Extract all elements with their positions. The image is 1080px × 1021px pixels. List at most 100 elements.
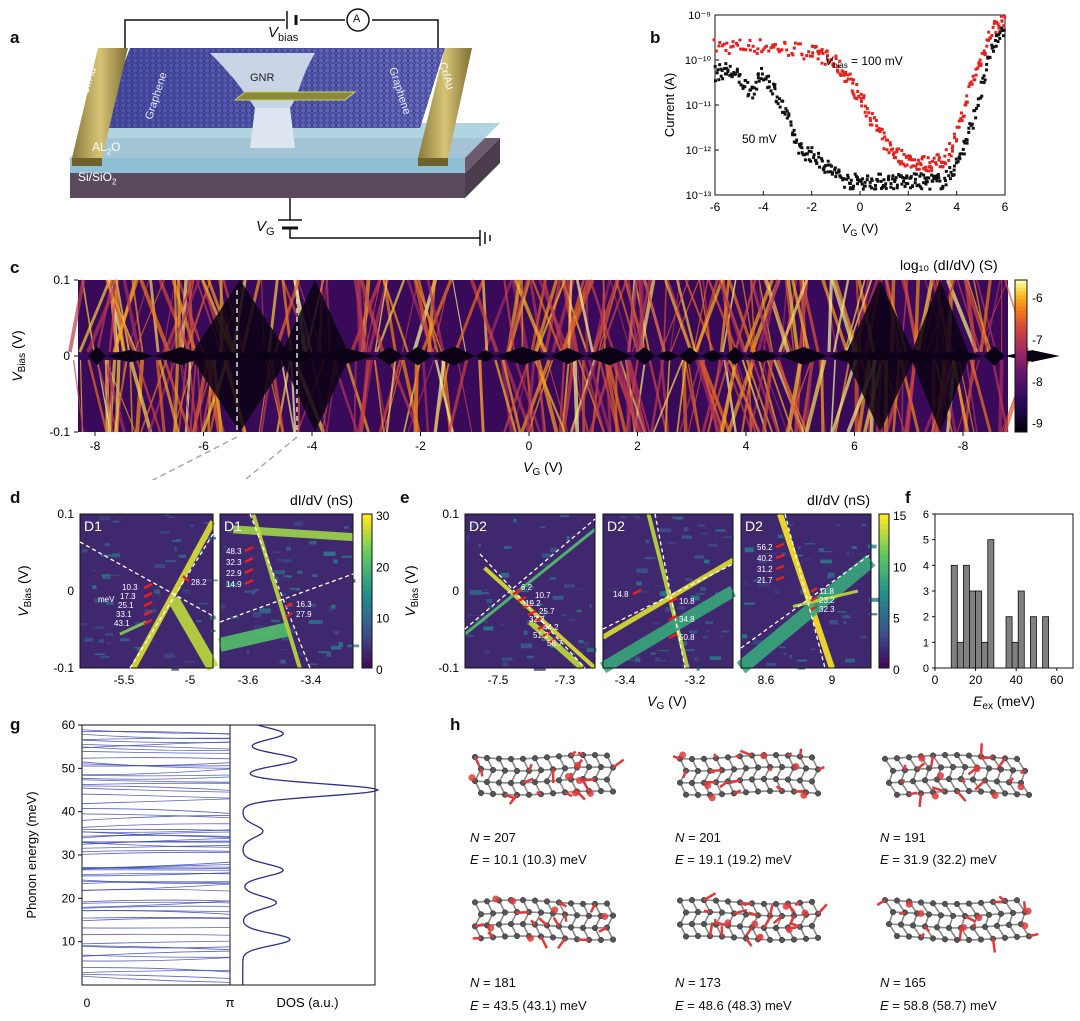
large-diamond-c xyxy=(845,280,915,432)
displacement-arrow xyxy=(974,779,986,791)
phonon-band xyxy=(81,851,231,855)
data-point-50mv xyxy=(889,182,893,186)
data-point-100mv xyxy=(797,42,801,46)
colorbar-c-segment xyxy=(1015,318,1027,323)
data-point-50mv xyxy=(837,170,841,174)
edge-atom xyxy=(575,777,583,785)
atom xyxy=(909,778,917,785)
map-stripe-c xyxy=(536,359,559,433)
data-point-100mv xyxy=(993,19,997,23)
data-point-50mv xyxy=(765,75,769,79)
map-e3-speckle xyxy=(783,652,787,656)
map-d2-speckle xyxy=(308,603,316,607)
map-stripe-c xyxy=(345,359,370,433)
value-label-e: 25.7 xyxy=(539,607,555,616)
map-e3-speckle xyxy=(797,659,807,662)
colorbar-e-segment xyxy=(879,632,889,638)
map-stripe-c xyxy=(751,359,780,433)
data-point-100mv xyxy=(855,83,859,87)
atom xyxy=(495,779,503,786)
phonon-band xyxy=(81,842,231,848)
data-point-100mv xyxy=(846,73,850,77)
map-stripe-c xyxy=(830,279,857,353)
molecule-1 xyxy=(468,750,625,805)
map-d2-speckle xyxy=(251,591,255,596)
phonon-band xyxy=(81,905,231,909)
map-e3-speckle xyxy=(869,597,882,602)
map-stripe-c xyxy=(735,359,760,433)
data-point-50mv xyxy=(713,79,717,83)
data-point-50mv xyxy=(935,179,939,183)
map-stripe-c xyxy=(973,279,989,353)
colorbar-c-segment xyxy=(1015,306,1027,311)
data-point-100mv xyxy=(863,110,867,114)
data-point-50mv xyxy=(899,174,903,178)
atom xyxy=(591,752,599,759)
map-d2-speckle xyxy=(254,589,259,591)
phonon-band xyxy=(81,762,231,767)
map-stripe-c xyxy=(626,359,647,433)
atom xyxy=(501,767,509,774)
map-e2-speckle xyxy=(661,591,668,597)
colorbar-c-segment xyxy=(1015,291,1027,296)
colorbar-e-segment xyxy=(879,596,889,602)
map-stripe-c xyxy=(906,359,917,433)
histogram-bar xyxy=(963,564,970,669)
colorbar-e-segment xyxy=(879,529,889,536)
data-point-50mv xyxy=(803,153,807,157)
data-point-100mv xyxy=(808,54,812,58)
map-e1-speckle xyxy=(501,572,510,578)
atom xyxy=(1025,791,1033,798)
data-point-100mv xyxy=(997,26,1001,30)
y-tick-label-g: 20 xyxy=(62,891,76,905)
data-point-100mv xyxy=(919,163,923,167)
displacement-arrow xyxy=(598,926,608,933)
map-stripe-c xyxy=(832,279,850,353)
colorbar-e-segment xyxy=(879,534,889,541)
map-e2-ridge xyxy=(646,513,690,669)
data-point-50mv xyxy=(767,74,771,78)
map-stripe-c xyxy=(173,279,178,353)
map-d2-speckle xyxy=(252,611,262,615)
colorbar-c-segment xyxy=(1015,378,1027,384)
colorbar-c-segment xyxy=(1015,397,1027,403)
atom xyxy=(929,935,937,942)
data-point-50mv xyxy=(809,150,813,154)
displacement-arrow xyxy=(1008,777,1015,784)
atom xyxy=(555,777,563,784)
displacement-arrow xyxy=(775,785,783,793)
data-point-50mv xyxy=(920,187,924,191)
map-e1-speckle xyxy=(513,518,517,523)
map-stripe-c xyxy=(756,279,780,353)
map-stripe-c xyxy=(162,279,176,353)
data-point-50mv xyxy=(817,165,821,169)
dashed-guide xyxy=(784,513,826,669)
data-point-50mv xyxy=(795,138,799,142)
data-point-100mv xyxy=(874,119,878,123)
panel-letter-e: e xyxy=(400,488,410,507)
data-point-100mv xyxy=(836,70,840,74)
atom xyxy=(929,900,937,907)
map-d1-speckle xyxy=(156,594,162,597)
data-point-100mv xyxy=(829,58,833,62)
map-d2-tag: D1 xyxy=(224,518,242,534)
map-d2-speckle xyxy=(224,653,236,655)
map-stripe-c xyxy=(749,359,767,433)
map-e1-speckle xyxy=(465,533,469,537)
data-point-100mv xyxy=(1002,24,1006,28)
displacement-arrow xyxy=(748,911,759,917)
data-point-50mv xyxy=(848,181,852,185)
map-stripe-c xyxy=(447,359,469,433)
red-marker-d xyxy=(143,591,153,599)
phonon-band xyxy=(81,774,231,777)
data-point-100mv xyxy=(820,61,824,65)
atom xyxy=(676,921,684,928)
y-axis-label-e: VBias (V) xyxy=(402,565,421,616)
data-point-100mv xyxy=(908,155,912,159)
colorbar-c-tick: -8 xyxy=(1032,375,1043,389)
atom xyxy=(784,776,792,783)
displacement-arrow xyxy=(918,793,923,808)
data-point-100mv xyxy=(860,99,864,103)
colorbar-d-segment xyxy=(362,632,372,638)
oxide-label: AL2O xyxy=(92,140,121,157)
